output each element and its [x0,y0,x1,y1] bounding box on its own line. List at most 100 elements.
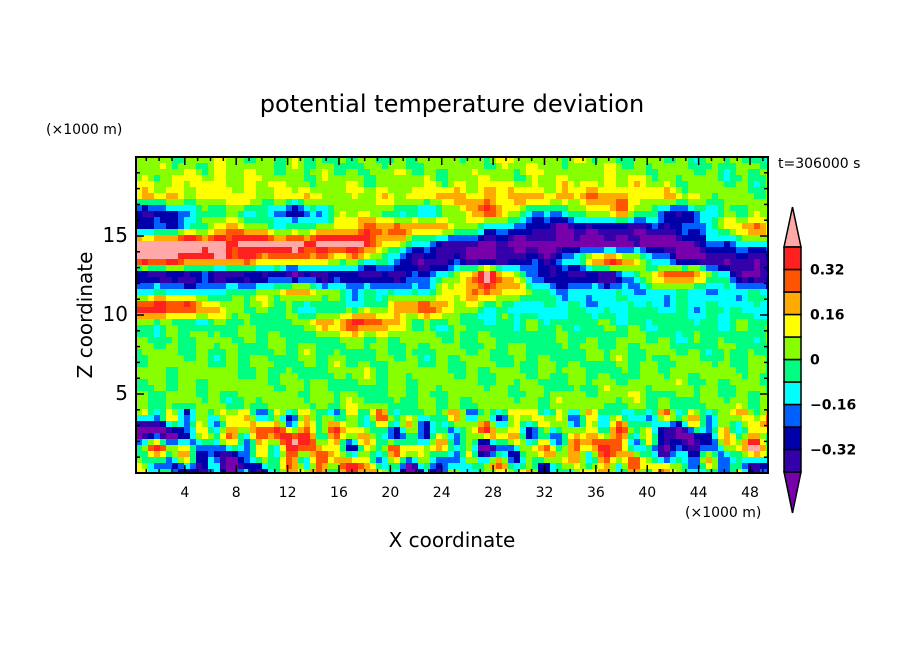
heatmap-cell [562,241,568,247]
heatmap-cell [574,163,580,169]
heatmap-cell [736,295,742,301]
heatmap-cell [160,223,166,229]
heatmap-cell [742,229,748,235]
heatmap-cell [736,415,742,421]
heatmap-cell [616,343,622,349]
heatmap-cell [730,193,736,199]
heatmap-cell [388,205,394,211]
heatmap-cell [418,157,424,163]
heatmap-cell [490,421,496,427]
heatmap-cell [490,247,496,253]
heatmap-cell [730,313,736,319]
heatmap-cell [406,373,412,379]
heatmap-cell [424,313,430,319]
heatmap-cell [484,193,490,199]
heatmap-cell [376,169,382,175]
heatmap-cell [292,427,298,433]
heatmap-cell [388,211,394,217]
heatmap-cell [166,187,172,193]
heatmap-cell [304,265,310,271]
heatmap-cell [718,181,724,187]
heatmap-cell [508,427,514,433]
heatmap-cell [376,325,382,331]
heatmap-cell [670,283,676,289]
heatmap-cell [352,427,358,433]
heatmap-cell [352,349,358,355]
heatmap-cell [436,247,442,253]
heatmap-cell [244,403,250,409]
heatmap-cell [154,163,160,169]
heatmap-cell [184,271,190,277]
heatmap-cell [172,325,178,331]
heatmap-cell [142,187,148,193]
heatmap-cell [580,235,586,241]
heatmap-cell [340,217,346,223]
heatmap-cell [598,181,604,187]
heatmap-cell [682,367,688,373]
heatmap-cell [214,397,220,403]
heatmap-cell [214,241,220,247]
heatmap-cell [700,205,706,211]
heatmap-cell [484,301,490,307]
heatmap-cell [286,415,292,421]
heatmap-cell [280,301,286,307]
heatmap-cell [466,379,472,385]
heatmap-cell [214,199,220,205]
heatmap-cell [238,415,244,421]
heatmap-cell [520,367,526,373]
heatmap-cell [142,289,148,295]
heatmap-cell [694,301,700,307]
heatmap-cell [484,205,490,211]
heatmap-cell [172,439,178,445]
heatmap-cell [502,295,508,301]
heatmap-cell [640,217,646,223]
heatmap-cell [208,313,214,319]
heatmap-cell [226,289,232,295]
heatmap-cell [340,361,346,367]
heatmap-cell [352,301,358,307]
heatmap-cell [742,271,748,277]
heatmap-cell [310,409,316,415]
heatmap-cell [508,277,514,283]
heatmap-cell [478,301,484,307]
heatmap-cell [148,391,154,397]
heatmap-cell [346,295,352,301]
heatmap-cell [682,223,688,229]
heatmap-cell [382,343,388,349]
heatmap-cell [694,271,700,277]
heatmap-cell [694,199,700,205]
heatmap-cell [730,157,736,163]
heatmap-cell [712,337,718,343]
heatmap-cell [238,313,244,319]
heatmap-cell [526,247,532,253]
heatmap-cell [586,379,592,385]
heatmap-cell [616,205,622,211]
heatmap-cell [628,325,634,331]
heatmap-cell [544,277,550,283]
heatmap-cell [268,199,274,205]
heatmap-cell [640,205,646,211]
heatmap-cell [136,241,142,247]
heatmap-cell [478,331,484,337]
heatmap-cell [196,295,202,301]
heatmap-cell [430,169,436,175]
heatmap-cell [232,397,238,403]
heatmap-cell [184,373,190,379]
heatmap-cell [280,319,286,325]
heatmap-cell [628,271,634,277]
heatmap-cell [568,331,574,337]
heatmap-cell [166,415,172,421]
heatmap-cell [598,229,604,235]
heatmap-cell [286,163,292,169]
heatmap-cell [700,271,706,277]
heatmap-cell [340,277,346,283]
heatmap-cell [544,319,550,325]
heatmap-cell [472,163,478,169]
heatmap-cell [394,229,400,235]
heatmap-cell [664,319,670,325]
heatmap-cell [376,337,382,343]
heatmap-cell [574,403,580,409]
heatmap-cell [226,187,232,193]
heatmap-cell [538,241,544,247]
heatmap-cell [760,373,766,379]
